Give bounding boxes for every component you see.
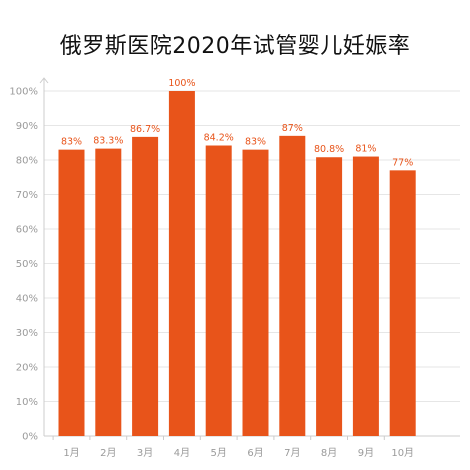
bar-1 bbox=[58, 149, 85, 436]
x-tick-label-5: 5月 bbox=[211, 447, 227, 459]
data-label-9: 81% bbox=[355, 144, 376, 155]
x-tick-label-10: 10月 bbox=[391, 447, 414, 459]
bar-7 bbox=[279, 135, 306, 436]
data-label-5: 84.2% bbox=[204, 133, 234, 144]
data-label-3: 86.7% bbox=[130, 124, 160, 135]
data-label-10: 77% bbox=[392, 157, 413, 168]
y-tick-label-90: 90% bbox=[16, 121, 38, 132]
y-tick-label-100: 100% bbox=[9, 87, 38, 98]
bar-10 bbox=[389, 170, 416, 436]
x-tick-label-9: 9月 bbox=[358, 447, 374, 459]
data-label-2: 83.3% bbox=[93, 136, 123, 147]
y-tick-label-80: 80% bbox=[16, 156, 38, 167]
y-tick-label-30: 30% bbox=[16, 328, 38, 339]
y-tick-label-50: 50% bbox=[16, 259, 38, 270]
bar-8 bbox=[316, 157, 343, 437]
y-tick-label-70: 70% bbox=[16, 190, 38, 201]
chart-title: 俄罗斯医院2020年试管婴儿妊娠率 bbox=[59, 34, 411, 59]
bar-5 bbox=[205, 145, 232, 436]
x-tick-label-3: 3月 bbox=[137, 447, 153, 459]
data-label-7: 87% bbox=[282, 123, 303, 134]
x-tick-label-4: 4月 bbox=[174, 447, 190, 459]
bar-9 bbox=[352, 156, 379, 437]
x-tick-label-8: 8月 bbox=[321, 447, 337, 459]
data-label-8: 80.8% bbox=[314, 144, 344, 155]
y-tick-label-10: 10% bbox=[16, 397, 38, 408]
data-label-1: 83% bbox=[61, 137, 82, 148]
x-tick-label-7: 7月 bbox=[284, 447, 300, 459]
y-tick-label-40: 40% bbox=[16, 294, 38, 305]
y-tick-label-20: 20% bbox=[16, 363, 38, 374]
bar-6 bbox=[242, 149, 269, 436]
data-label-6: 83% bbox=[245, 137, 266, 148]
x-tick-label-2: 2月 bbox=[100, 447, 116, 459]
x-tick-label-1: 1月 bbox=[63, 447, 79, 459]
y-axis-arrow bbox=[39, 77, 49, 84]
bar-4 bbox=[168, 91, 195, 436]
bar-2 bbox=[95, 148, 122, 437]
data-label-4: 100% bbox=[168, 78, 195, 89]
bar-3 bbox=[132, 136, 159, 436]
x-tick-label-6: 6月 bbox=[247, 447, 263, 459]
y-tick-label-0: 0% bbox=[22, 432, 38, 443]
y-tick-label-60: 60% bbox=[16, 225, 38, 236]
